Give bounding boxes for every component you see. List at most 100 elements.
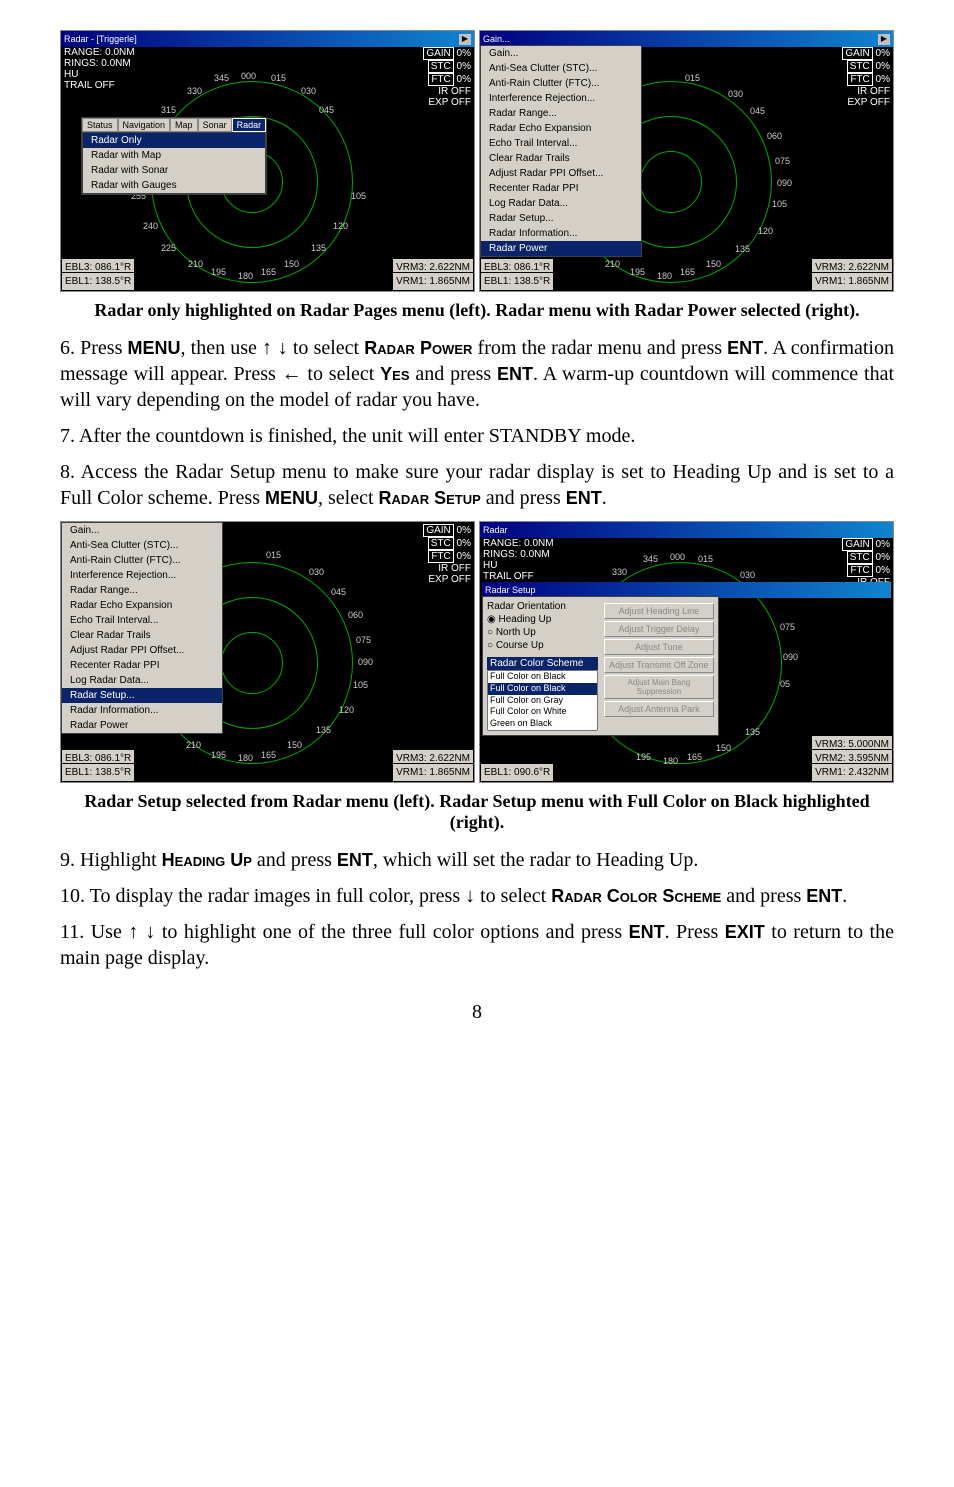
menu-echo-expansion[interactable]: Radar Echo Expansion <box>62 598 222 613</box>
tick: 030 <box>728 89 743 99</box>
ir-label: IR OFF <box>423 86 471 97</box>
radar-menu[interactable]: Gain... Anti-Sea Clutter (STC)... Anti-R… <box>61 522 223 734</box>
btn-tune[interactable]: Adjust Tune <box>604 639 715 655</box>
menu-ppi-offset[interactable]: Adjust Radar PPI Offset... <box>481 166 641 181</box>
pages-menu[interactable]: Status Navigation Map Sonar Radar Radar … <box>81 117 267 195</box>
menu-ppi-offset[interactable]: Adjust Radar PPI Offset... <box>62 643 222 658</box>
yes-keyword: Yes <box>380 364 409 384</box>
radar-ring-inner <box>640 151 702 213</box>
btn-main-bang[interactable]: Adjust Main Bang Suppression <box>604 675 715 699</box>
color-scheme-select[interactable]: Full Color on Black Full Color on Black … <box>487 670 598 731</box>
vrm1-bar: VRM1: 1.865NM <box>392 763 474 782</box>
color-scheme-label: Radar Color Scheme <box>487 657 598 670</box>
tick: 075 <box>780 622 795 632</box>
menu-radar-power[interactable]: Radar Power <box>481 241 641 256</box>
submenu-radar-sonar[interactable]: Radar with Sonar <box>83 163 265 178</box>
tab-map[interactable]: Map <box>170 118 198 132</box>
btn-heading-line[interactable]: Adjust Heading Line <box>604 603 715 619</box>
menu-recenter-ppi[interactable]: Recenter Radar PPI <box>481 181 641 196</box>
tick: 090 <box>358 657 373 667</box>
menu-recenter-ppi[interactable]: Recenter Radar PPI <box>62 658 222 673</box>
ebl1-bar: EBL1: 090.6°R <box>480 763 554 782</box>
screenshot-row-2: GAIN 0% STC 0% FTC 0% IR OFF EXP OFF 015… <box>60 521 894 783</box>
tab-status[interactable]: Status <box>82 118 118 132</box>
tick: 180 <box>663 756 678 766</box>
vrm1-bar: VRM1: 2.432NM <box>811 763 893 782</box>
ent-keyword: ENT <box>629 922 665 942</box>
close-icon[interactable]: ▶ <box>459 34 471 45</box>
tick: 165 <box>261 750 276 760</box>
up-down-arrows-icon: ↑ ↓ <box>128 921 155 943</box>
menu-log-data[interactable]: Log Radar Data... <box>62 673 222 688</box>
menu-clear-trails[interactable]: Clear Radar Trails <box>481 151 641 166</box>
tick: 015 <box>266 550 281 560</box>
titlebar: Radar - [Triggerle] ▶ <box>61 31 474 47</box>
tick: 000 <box>241 71 256 81</box>
gain-label: GAIN <box>423 524 453 537</box>
tick: 030 <box>740 570 755 580</box>
menu-ftc[interactable]: Anti-Rain Clutter (FTC)... <box>481 76 641 91</box>
menu-gain[interactable]: Gain... <box>62 523 222 538</box>
para-10: 10. To display the radar images in full … <box>60 883 894 909</box>
tick: 165 <box>261 267 276 277</box>
tick: 030 <box>301 86 316 96</box>
submenu-radar-only[interactable]: Radar Only <box>83 133 265 148</box>
radio-north-up[interactable]: ○ North Up <box>487 627 598 638</box>
ent-keyword: ENT <box>806 886 842 906</box>
radar-power-keyword: Radar Power <box>364 338 472 358</box>
para-11: 11. Use ↑ ↓ to highlight one of the thre… <box>60 919 894 971</box>
menu-radar-info[interactable]: Radar Information... <box>62 703 222 718</box>
stc-label: STC <box>847 551 873 564</box>
radio-heading-up[interactable]: ◉ Heading Up <box>487 614 598 625</box>
tick: 210 <box>605 259 620 269</box>
tick: 105 <box>353 680 368 690</box>
menu-range[interactable]: Radar Range... <box>62 583 222 598</box>
gain-val: 0% <box>457 48 471 59</box>
tick: 045 <box>750 106 765 116</box>
submenu-radar-map[interactable]: Radar with Map <box>83 148 265 163</box>
vrm1-bar: VRM1: 1.865NM <box>811 272 893 291</box>
stc-label: STC <box>428 60 454 73</box>
tick: 150 <box>284 259 299 269</box>
tick: 180 <box>657 271 672 281</box>
tab-radar[interactable]: Radar <box>232 118 267 132</box>
tick: 105 <box>772 199 787 209</box>
menu-gain[interactable]: Gain... <box>481 46 641 61</box>
menu-log-data[interactable]: Log Radar Data... <box>481 196 641 211</box>
menu-radar-info[interactable]: Radar Information... <box>481 226 641 241</box>
tick: 120 <box>758 226 773 236</box>
btn-trigger-delay[interactable]: Adjust Trigger Delay <box>604 621 715 637</box>
btn-transmit-off[interactable]: Adjust Transmit Off Zone <box>604 657 715 673</box>
range-label: RANGE: 0.0NM <box>483 538 554 549</box>
close-icon[interactable]: ▶ <box>878 34 890 45</box>
menu-radar-setup[interactable]: Radar Setup... <box>62 688 222 703</box>
tick: 330 <box>187 86 202 96</box>
tick: 05 <box>780 679 790 689</box>
menu-stc[interactable]: Anti-Sea Clutter (STC)... <box>481 61 641 76</box>
up-down-arrows-icon: ↑ ↓ <box>262 337 288 359</box>
menu-interference[interactable]: Interference Rejection... <box>481 91 641 106</box>
menu-clear-trails[interactable]: Clear Radar Trails <box>62 628 222 643</box>
btn-antenna-park[interactable]: Adjust Antenna Park <box>604 701 715 717</box>
menu-stc[interactable]: Anti-Sea Clutter (STC)... <box>62 538 222 553</box>
menu-echo-trail[interactable]: Echo Trail Interval... <box>481 136 641 151</box>
menu-echo-trail[interactable]: Echo Trail Interval... <box>62 613 222 628</box>
radio-course-up[interactable]: ○ Course Up <box>487 640 598 651</box>
radar-menu[interactable]: Gain... Anti-Sea Clutter (STC)... Anti-R… <box>480 45 642 257</box>
menu-ftc[interactable]: Anti-Rain Clutter (FTC)... <box>62 553 222 568</box>
menu-radar-power[interactable]: Radar Power <box>62 718 222 733</box>
tab-navigation[interactable]: Navigation <box>118 118 171 132</box>
screenshot-radar-setup-panel: Radar RANGE: 0.0NM RINGS: 0.0NM HU TRAIL… <box>479 521 894 783</box>
menu-interference[interactable]: Interference Rejection... <box>62 568 222 583</box>
submenu-radar-gauges[interactable]: Radar with Gauges <box>83 178 265 193</box>
menu-radar-setup[interactable]: Radar Setup... <box>481 211 641 226</box>
tab-sonar[interactable]: Sonar <box>198 118 232 132</box>
exp-label: EXP OFF <box>842 97 890 108</box>
ebl1-bar: EBL1: 138.5°R <box>480 272 554 291</box>
tick: 240 <box>143 221 158 231</box>
titlebar: Radar <box>480 522 893 538</box>
menu-range[interactable]: Radar Range... <box>481 106 641 121</box>
menu-echo-expansion[interactable]: Radar Echo Expansion <box>481 121 641 136</box>
tick: 150 <box>716 743 731 753</box>
radar-setup-keyword: Radar Setup <box>379 488 481 508</box>
